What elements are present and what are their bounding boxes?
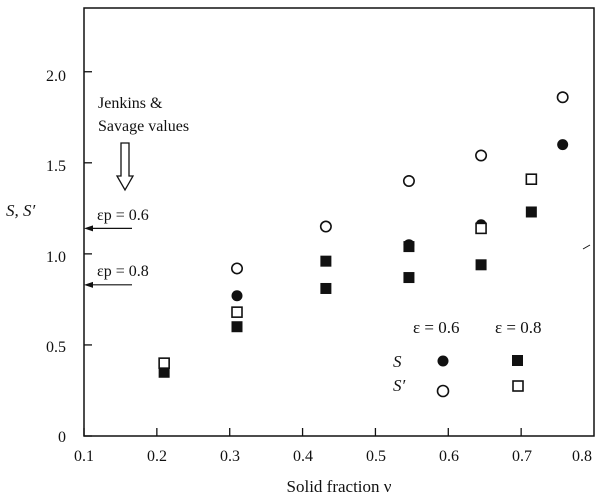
x-tick-label-4: 0.5 — [366, 448, 386, 465]
legend-header-e08: ε = 0.8 — [495, 318, 541, 337]
x-tick-label-3: 0.4 — [293, 448, 313, 465]
point-Sp_e06-0 — [231, 262, 244, 275]
point-Sp_e08-2 — [475, 222, 487, 235]
legend-header-e06: ε = 0.6 — [413, 318, 459, 337]
point-Sp_e08-1 — [231, 306, 243, 318]
y-tick-labels: 0 0.5 1.0 1.5 2.0 — [46, 68, 66, 446]
edge-mark — [582, 244, 591, 250]
legend-row-sp-label: S′ — [393, 376, 406, 395]
y-axis-title: S, S′ — [6, 201, 36, 220]
legend: ε = 0.6 ε = 0.8 S S′ — [393, 318, 541, 398]
point-S_e06-0 — [231, 290, 243, 302]
point-Sp_e08-3 — [525, 173, 538, 185]
jenkins-label-line2: Savage values — [98, 118, 189, 135]
ep08-arrowhead-icon — [84, 281, 93, 288]
legend-marker-open-square — [512, 380, 524, 392]
y-tick-label-3: 1.5 — [46, 158, 66, 175]
point-S_e08-4 — [403, 272, 415, 284]
point-Sp_e06-2 — [402, 175, 415, 188]
x-tick-label-5: 0.6 — [439, 448, 459, 465]
y-tick-label-4: 2.0 — [46, 68, 66, 85]
point-S_e08-0 — [158, 366, 170, 378]
ep08-label: εp = 0.8 — [97, 263, 149, 280]
point-Sp_e06-4 — [556, 91, 569, 104]
point-S_e08-2 — [320, 255, 332, 267]
point-Sp_e06-1 — [319, 220, 332, 233]
point-S_e06-3 — [557, 139, 569, 151]
point-S_e08-3 — [320, 282, 332, 294]
ep06-arrowhead-icon — [84, 225, 93, 232]
down-arrow-icon — [115, 142, 135, 192]
point-S_e08-6 — [475, 259, 487, 271]
legend-row-s-label: S — [393, 352, 402, 371]
legend-marker-filled-circle — [437, 355, 449, 367]
x-tick-label-2: 0.3 — [220, 448, 240, 465]
legend-marker-filled-square — [512, 355, 523, 366]
jenkins-label-line1: Jenkins & — [98, 95, 163, 112]
legend-marker-open-circle — [436, 384, 450, 398]
point-S_e08-7 — [525, 206, 537, 218]
x-tick-label-7: 0.8 — [572, 448, 592, 465]
x-tick-labels: 0.1 0.2 0.3 0.4 0.5 0.6 0.7 0.8 — [74, 448, 592, 465]
jenkins-savage-arrows — [84, 225, 132, 288]
y-tick-label-1: 0.5 — [46, 339, 66, 356]
data-points — [158, 91, 569, 378]
y-tick-label-0: 0 — [58, 429, 66, 446]
point-Sp_e08-0 — [158, 357, 170, 369]
x-axis-title: Solid fraction ν — [287, 477, 392, 496]
x-tick-label-1: 0.2 — [147, 448, 167, 465]
ep06-label: εp = 0.6 — [97, 207, 149, 224]
plot-frame — [83, 7, 595, 437]
point-S_e08-5 — [403, 241, 415, 253]
x-tick-label-0: 0.1 — [74, 448, 94, 465]
y-tick-label-2: 1.0 — [46, 249, 66, 266]
point-S_e08-1 — [231, 321, 243, 333]
point-Sp_e06-3 — [475, 149, 488, 162]
axis-ticks — [83, 71, 522, 437]
x-tick-label-6: 0.7 — [512, 448, 532, 465]
